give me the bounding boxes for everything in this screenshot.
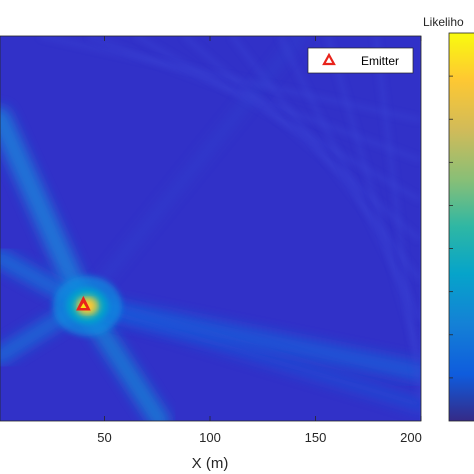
plot-frame	[0, 35, 422, 422]
colorbar-gradient	[448, 32, 474, 422]
x-tick-label: 150	[305, 430, 327, 445]
x-axis-title: X (m)	[192, 455, 229, 472]
colorbar-title: Likeliho	[423, 15, 464, 29]
heatmap-plot-area	[0, 35, 422, 422]
legend-triangle-icon	[322, 52, 336, 66]
emitter-marker-inner	[80, 303, 87, 308]
legend-label-emitter: Emitter	[361, 54, 399, 68]
colorbar: Likeliho	[423, 15, 474, 422]
background-texture-line	[182, 36, 421, 243]
legend: Emitter	[307, 47, 414, 74]
x-tick-label: 100	[199, 430, 221, 445]
likelihood-band-northwest	[0, 107, 95, 315]
likelihood-band-southeast	[76, 297, 421, 412]
x-tick-label: 200	[400, 430, 422, 445]
background-texture-line	[373, 36, 421, 401]
x-tick-label: 50	[97, 430, 111, 445]
background-texture-line	[325, 36, 421, 361]
x-axis: 50 100 150 200	[97, 36, 422, 445]
colorbar-ticks	[449, 75, 453, 379]
